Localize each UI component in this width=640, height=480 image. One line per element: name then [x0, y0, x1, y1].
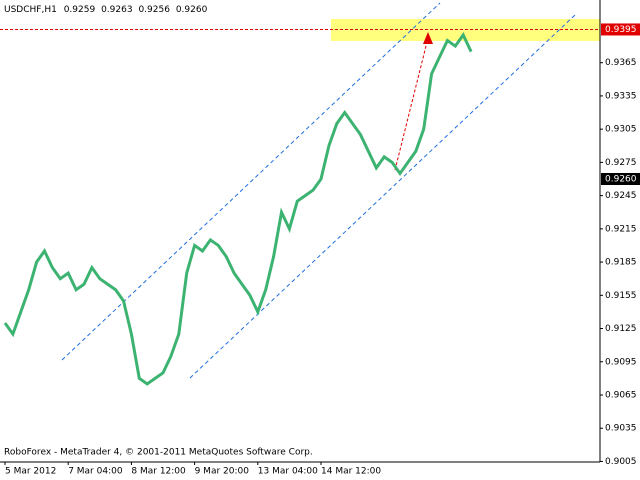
y-tick-label: 0.9215 [605, 224, 637, 234]
x-tick-label: 5 Mar 2012 [5, 467, 56, 477]
y-tick-label: 0.9245 [605, 191, 637, 201]
arrow-head [423, 32, 433, 44]
y-tick-label: 0.9305 [605, 125, 637, 135]
y-tick-label: 0.9065 [605, 390, 637, 400]
footer: RoboForex - MetaTrader 4, © 2001-2011 Me… [4, 448, 313, 458]
x-tick-label: 8 Mar 12:00 [131, 467, 186, 477]
last-price-bg [601, 172, 640, 185]
target-zone [331, 19, 600, 41]
price-line [3, 32, 473, 386]
symbol: USDCHF,H1 [4, 5, 57, 15]
y-tick-label: 0.9185 [605, 258, 637, 268]
y-tick-label: 0.9155 [605, 291, 637, 301]
level-label-bg [601, 23, 640, 36]
forecast-arrow [394, 37, 429, 171]
y-tick-label: 0.9365 [605, 58, 637, 68]
x-tick-label: 9 Mar 20:00 [195, 467, 250, 477]
y-tick-label: 0.9275 [605, 158, 637, 168]
y-tick-label: 0.9035 [605, 424, 637, 434]
chart-header: USDCHF,H1 0.9259 0.9263 0.9256 0.9260 [4, 5, 208, 15]
y-tick-label: 0.9005 [605, 457, 637, 467]
low: 0.9256 [138, 5, 170, 15]
channel-upper [61, 2, 441, 361]
y-tick-label: 0.9125 [605, 324, 637, 334]
open: 0.9259 [64, 5, 96, 15]
y-tick-label: 0.9335 [605, 91, 637, 101]
x-tick-label: 13 Mar 04:00 [258, 467, 318, 477]
x-tick-label: 7 Mar 04:00 [68, 467, 123, 477]
high: 0.9263 [101, 5, 133, 15]
x-tick-label: 14 Mar 12:00 [321, 467, 381, 477]
last-price-label: 0.9260 [605, 174, 637, 184]
level-label: 0.9395 [605, 25, 637, 35]
y-tick-label: 0.9095 [605, 357, 637, 367]
close: 0.9260 [176, 5, 208, 15]
